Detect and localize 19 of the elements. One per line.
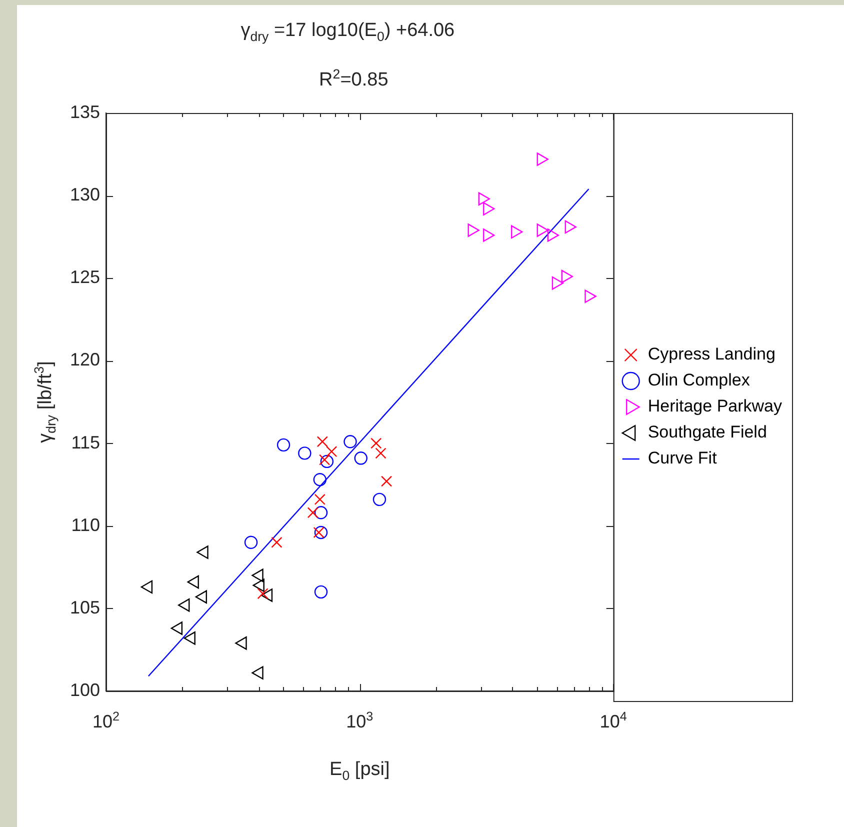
y-tick-label: 100 <box>70 680 100 700</box>
x-tick-label: 10$^{2}$ <box>92 710 120 732</box>
chart-title: γ$_{dry}$ =17 log10(E$_{0}$) +64.06 <box>240 20 455 44</box>
y-tick-label: 115 <box>71 432 100 452</box>
y-tick-label: 120 <box>70 350 100 370</box>
legend-label: Heritage Parkway <box>648 396 782 416</box>
chart-subtitle: R$^{2}$=0.85 <box>319 66 388 92</box>
y-tick-label: 130 <box>70 184 100 205</box>
legend-label: Curve Fit <box>648 448 718 468</box>
x-tick-label: 10$^{3}$ <box>346 710 374 732</box>
legend-label: Olin Complex <box>648 370 750 390</box>
legend-label: Southgate Field <box>648 422 767 442</box>
x-tick-label: 10$^{4}$ <box>600 710 627 732</box>
y-tick-label: 105 <box>70 597 100 618</box>
y-tick-label: 125 <box>70 267 100 288</box>
legend-label: Cypress Landing <box>648 344 776 364</box>
y-tick-label: 135 <box>70 102 100 122</box>
x-axis-title: E$_{0}$ [psi] <box>330 759 390 783</box>
y-tick-label: 110 <box>71 514 100 535</box>
